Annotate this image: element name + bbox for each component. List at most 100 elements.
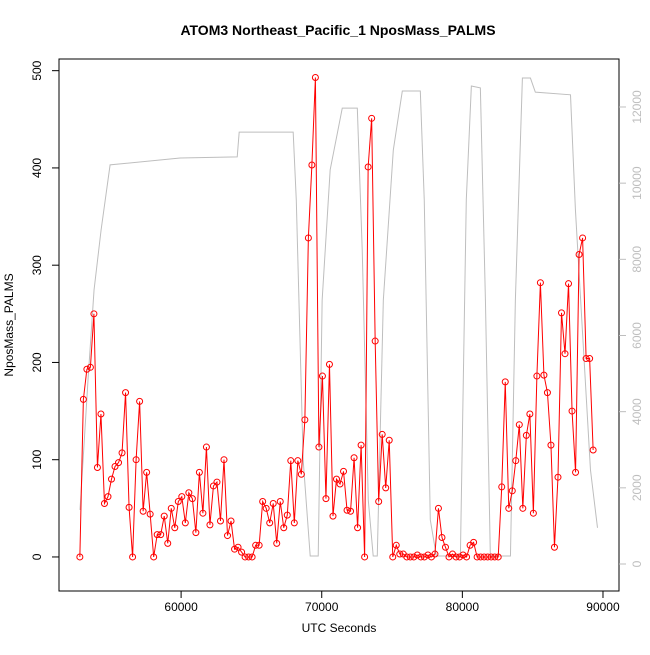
point bbox=[385, 436, 393, 444]
point bbox=[213, 478, 221, 486]
point bbox=[259, 498, 267, 506]
y-tick-label: 300 bbox=[30, 255, 44, 275]
point bbox=[473, 553, 481, 561]
point bbox=[143, 468, 151, 476]
point bbox=[181, 519, 189, 527]
point bbox=[276, 498, 284, 506]
y2-tick-label: 12000 bbox=[630, 90, 644, 124]
point bbox=[480, 553, 488, 561]
point bbox=[234, 543, 242, 551]
point bbox=[283, 511, 291, 519]
point bbox=[340, 467, 348, 475]
point bbox=[248, 553, 256, 561]
point bbox=[364, 163, 372, 171]
point bbox=[392, 541, 400, 549]
y2-tick-label: 10000 bbox=[630, 166, 644, 200]
point bbox=[350, 454, 358, 462]
point bbox=[122, 389, 130, 397]
point bbox=[375, 498, 383, 506]
point bbox=[508, 487, 516, 495]
point bbox=[297, 470, 305, 478]
point bbox=[104, 493, 112, 501]
point bbox=[280, 524, 288, 532]
point bbox=[199, 509, 207, 517]
series-line bbox=[79, 77, 598, 557]
point bbox=[378, 430, 386, 438]
point bbox=[220, 456, 228, 464]
point bbox=[311, 73, 319, 81]
point bbox=[178, 493, 186, 501]
point bbox=[501, 378, 509, 386]
point bbox=[157, 531, 165, 539]
y2-tick-label: 4000 bbox=[630, 398, 644, 425]
point bbox=[160, 512, 168, 520]
point bbox=[557, 309, 565, 317]
point bbox=[252, 541, 260, 549]
point bbox=[322, 495, 330, 503]
point bbox=[396, 550, 404, 558]
point bbox=[129, 553, 137, 561]
point bbox=[301, 416, 309, 424]
point bbox=[575, 250, 583, 258]
point bbox=[533, 372, 541, 380]
point bbox=[255, 541, 263, 549]
point bbox=[195, 468, 203, 476]
point bbox=[125, 503, 133, 511]
point bbox=[287, 457, 295, 465]
point bbox=[470, 538, 478, 546]
series-line bbox=[79, 77, 594, 558]
y2-tick-label: 0 bbox=[630, 560, 644, 567]
point bbox=[241, 553, 249, 561]
point bbox=[188, 495, 196, 503]
point bbox=[86, 363, 94, 371]
point bbox=[547, 441, 555, 449]
chart-title: ATOM3 Northeast_Pacific_1 NposMass_PALMS bbox=[180, 22, 495, 38]
point bbox=[589, 446, 597, 454]
point bbox=[192, 529, 200, 537]
point bbox=[164, 539, 172, 547]
point bbox=[76, 553, 84, 561]
point bbox=[536, 279, 544, 287]
point bbox=[512, 457, 520, 465]
point bbox=[522, 431, 530, 439]
point bbox=[273, 539, 281, 547]
y2-tick-label: 8000 bbox=[630, 246, 644, 273]
point bbox=[417, 553, 425, 561]
point bbox=[209, 482, 217, 490]
point bbox=[118, 449, 126, 457]
point bbox=[543, 389, 551, 397]
point bbox=[519, 504, 527, 512]
point bbox=[111, 463, 119, 471]
point bbox=[382, 484, 390, 492]
point bbox=[83, 365, 91, 373]
y-tick-label: 200 bbox=[30, 352, 44, 372]
point bbox=[146, 510, 154, 518]
point bbox=[441, 543, 449, 551]
point bbox=[202, 443, 210, 451]
point bbox=[294, 457, 302, 465]
point bbox=[368, 114, 376, 122]
point bbox=[452, 553, 460, 561]
point bbox=[424, 551, 432, 559]
y-tick-label: 100 bbox=[30, 449, 44, 469]
point bbox=[336, 480, 344, 488]
point bbox=[304, 234, 312, 242]
point bbox=[487, 553, 495, 561]
point bbox=[139, 507, 147, 515]
point bbox=[550, 543, 558, 551]
point bbox=[413, 551, 421, 559]
point bbox=[491, 553, 499, 561]
point bbox=[572, 468, 580, 476]
point bbox=[290, 519, 298, 527]
point bbox=[494, 553, 502, 561]
point bbox=[238, 548, 246, 556]
point bbox=[529, 509, 537, 517]
point bbox=[579, 234, 587, 242]
point bbox=[515, 421, 523, 429]
point bbox=[115, 459, 123, 467]
point bbox=[318, 372, 326, 380]
point bbox=[389, 553, 397, 561]
point bbox=[371, 337, 379, 345]
plot-frame bbox=[58, 58, 620, 592]
